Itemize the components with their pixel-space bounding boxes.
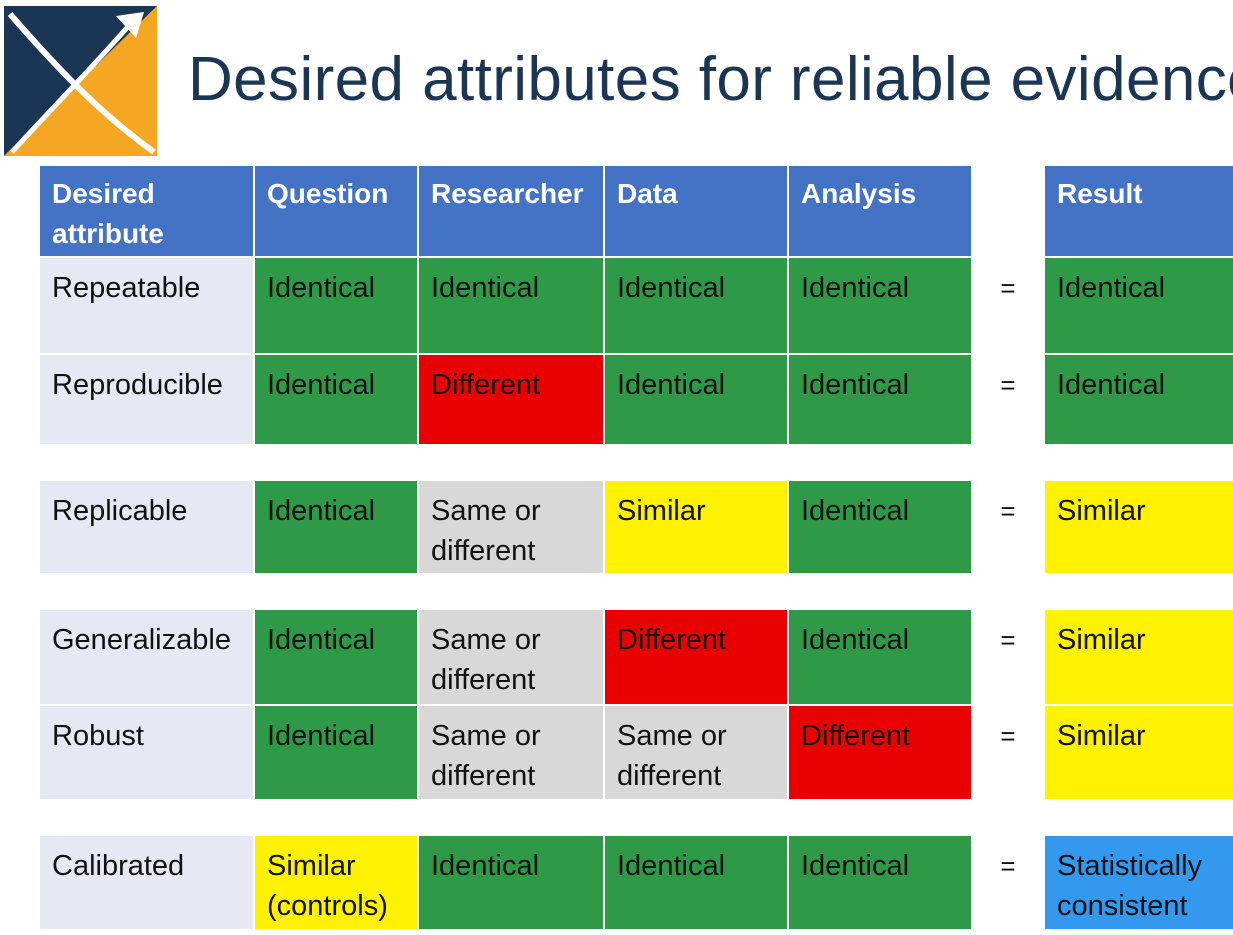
header-desired-attribute: Desired attribute	[40, 166, 253, 256]
row-repeatable-attribute: Repeatable	[40, 258, 253, 353]
row-generalizable-equals: =	[1000, 625, 1016, 655]
row-calibrated-data: Identical	[605, 836, 787, 929]
row-replicable-question: Identical	[255, 481, 417, 573]
row-reproducible-attribute: Reproducible	[40, 355, 253, 444]
row-calibrated-question: Similar (controls)	[255, 836, 417, 929]
row-repeatable-equals: =	[1000, 273, 1016, 303]
row-repeatable-data: Identical	[605, 258, 787, 353]
row-robust-attribute: Robust	[40, 706, 253, 799]
row-robust-result: Similar	[1045, 706, 1233, 799]
row-replicable-equals: =	[1000, 496, 1016, 526]
row-calibrated-researcher: Identical	[419, 836, 603, 929]
row-repeatable-analysis: Identical	[789, 258, 971, 353]
row-repeatable-researcher: Identical	[419, 258, 603, 353]
ohdsi-logo-icon	[4, 6, 157, 156]
row-generalizable-question: Identical	[255, 610, 417, 704]
row-reproducible-analysis: Identical	[789, 355, 971, 444]
row-reproducible-data: Identical	[605, 355, 787, 444]
row-replicable-data: Similar	[605, 481, 787, 573]
header-researcher: Researcher	[419, 166, 603, 256]
row-generalizable-researcher: Same or different	[419, 610, 603, 704]
row-reproducible-result: Identical	[1045, 355, 1233, 444]
row-replicable-attribute: Replicable	[40, 481, 253, 573]
row-replicable-analysis: Identical	[789, 481, 971, 573]
row-replicable-result: Similar	[1045, 481, 1233, 573]
slide-title: Desired attributes for reliable evidence	[188, 45, 1233, 114]
row-calibrated-attribute: Calibrated	[40, 836, 253, 929]
header-analysis: Analysis	[789, 166, 971, 256]
header-result: Result	[1045, 166, 1233, 256]
row-calibrated-result: Statistically consistent	[1045, 836, 1233, 929]
row-generalizable-result: Similar	[1045, 610, 1233, 704]
row-robust-analysis: Different	[789, 706, 971, 799]
row-generalizable-attribute: Generalizable	[40, 610, 253, 704]
row-reproducible-equals: =	[1000, 370, 1016, 400]
header-question: Question	[255, 166, 417, 256]
row-robust-researcher: Same or different	[419, 706, 603, 799]
row-robust-equals: =	[1000, 721, 1016, 751]
attributes-table: Desired attribute Question Researcher Da…	[40, 166, 1233, 929]
row-calibrated-equals: =	[1000, 851, 1016, 881]
row-replicable-researcher: Same or different	[419, 481, 603, 573]
row-reproducible-researcher: Different	[419, 355, 603, 444]
row-robust-question: Identical	[255, 706, 417, 799]
row-generalizable-analysis: Identical	[789, 610, 971, 704]
row-reproducible-question: Identical	[255, 355, 417, 444]
row-robust-data: Same or different	[605, 706, 787, 799]
row-repeatable-question: Identical	[255, 258, 417, 353]
header-data: Data	[605, 166, 787, 256]
row-repeatable-result: Identical	[1045, 258, 1233, 353]
row-generalizable-data: Different	[605, 610, 787, 704]
row-calibrated-analysis: Identical	[789, 836, 971, 929]
